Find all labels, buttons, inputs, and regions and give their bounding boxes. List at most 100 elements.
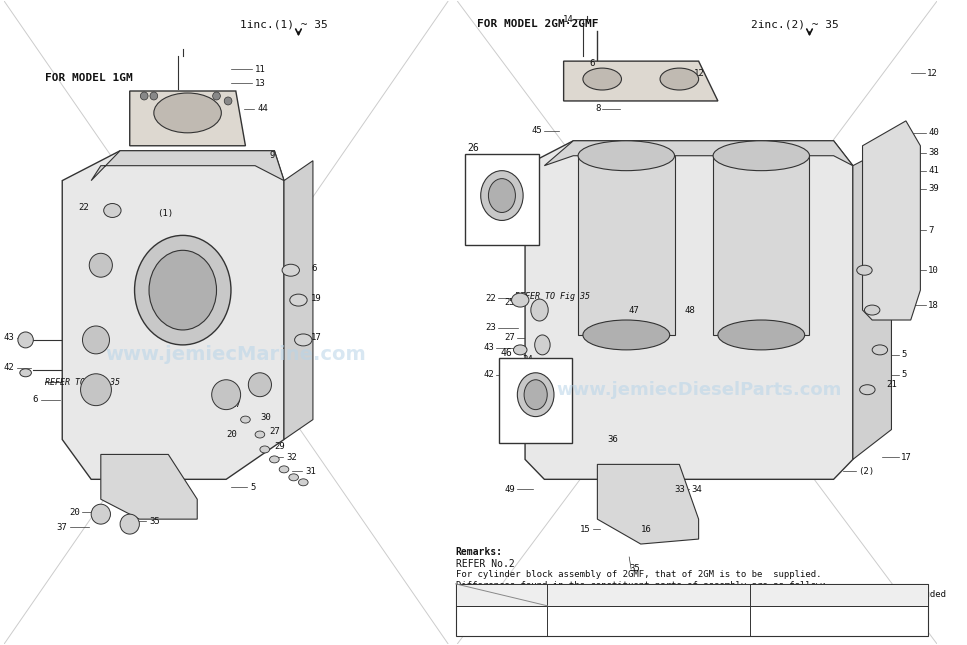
Text: FOR MODEL 1GM: FOR MODEL 1GM: [44, 73, 132, 83]
Text: 5: 5: [250, 483, 255, 491]
Text: 26, 46: 26, 46: [821, 616, 857, 626]
Polygon shape: [544, 141, 853, 166]
Ellipse shape: [295, 334, 312, 346]
Text: 20: 20: [69, 508, 79, 517]
Ellipse shape: [713, 141, 809, 171]
Text: 36: 36: [607, 435, 618, 444]
Ellipse shape: [290, 294, 308, 306]
Text: 47: 47: [629, 306, 639, 315]
Text: 39: 39: [928, 184, 939, 193]
Text: 15: 15: [580, 524, 591, 533]
Text: 44: 44: [257, 104, 268, 114]
Ellipse shape: [864, 305, 880, 315]
Text: 19: 19: [311, 293, 322, 303]
Text: 22: 22: [78, 203, 89, 212]
Text: 42: 42: [3, 363, 15, 372]
Circle shape: [17, 332, 33, 348]
Ellipse shape: [488, 179, 515, 212]
Text: 48: 48: [684, 306, 695, 315]
Circle shape: [213, 92, 220, 100]
Text: 13: 13: [255, 79, 266, 88]
Circle shape: [224, 97, 232, 105]
Ellipse shape: [583, 68, 622, 90]
Text: Parts unnecessary for 2GMF: Parts unnecessary for 2GMF: [578, 590, 718, 599]
Ellipse shape: [583, 320, 670, 350]
Circle shape: [91, 504, 110, 524]
Ellipse shape: [134, 235, 231, 345]
Text: 8: 8: [595, 104, 601, 114]
Text: 2inc.(2) ~ 35: 2inc.(2) ~ 35: [751, 19, 839, 29]
Text: 32: 32: [286, 453, 297, 462]
Circle shape: [508, 372, 523, 388]
Bar: [455, 584, 928, 635]
Text: 41: 41: [928, 166, 939, 175]
Ellipse shape: [149, 250, 217, 330]
Text: Reference No.: Reference No.: [466, 616, 537, 625]
Text: 35: 35: [149, 517, 160, 526]
Polygon shape: [863, 121, 921, 320]
Ellipse shape: [19, 369, 31, 377]
Polygon shape: [853, 146, 892, 459]
Ellipse shape: [282, 264, 300, 276]
Text: 24: 24: [522, 355, 533, 364]
Polygon shape: [91, 151, 284, 181]
Circle shape: [212, 380, 241, 410]
Text: 16: 16: [641, 524, 652, 533]
Ellipse shape: [718, 320, 805, 350]
Circle shape: [89, 253, 112, 277]
Text: 6: 6: [589, 59, 595, 68]
Text: 9: 9: [270, 151, 275, 160]
Text: (1): (1): [157, 209, 173, 218]
Text: 29: 29: [275, 442, 285, 451]
Text: 17: 17: [311, 333, 322, 342]
Text: 7: 7: [928, 226, 933, 235]
Circle shape: [140, 92, 148, 100]
Bar: [578, 155, 675, 335]
Text: 5: 5: [901, 370, 906, 379]
Text: 12: 12: [693, 68, 705, 77]
Text: Differences found in the constituent parts of assembly are as follow:: Differences found in the constituent par…: [455, 581, 827, 590]
Text: 12: 12: [927, 68, 938, 77]
Text: 17: 17: [231, 400, 242, 409]
Ellipse shape: [531, 299, 548, 321]
Polygon shape: [101, 455, 197, 519]
Ellipse shape: [660, 68, 698, 90]
Ellipse shape: [535, 335, 550, 355]
Text: www.jemiecDieselParts.com: www.jemiecDieselParts.com: [556, 381, 841, 399]
Text: (2): (2): [858, 467, 874, 476]
Bar: [455, 584, 928, 606]
Ellipse shape: [289, 474, 299, 481]
Text: 2GMF: 2GMF: [524, 432, 547, 442]
Text: 14: 14: [563, 15, 573, 24]
Text: 34: 34: [690, 485, 702, 494]
Bar: [713, 155, 809, 335]
Text: FOR MODEL 2GM·2GMF: FOR MODEL 2GM·2GMF: [477, 19, 599, 29]
Text: REFER TO Fig 35: REFER TO Fig 35: [44, 378, 120, 387]
Ellipse shape: [524, 380, 547, 410]
Text: 2GMF: 2GMF: [490, 235, 513, 245]
Text: 30: 30: [260, 413, 271, 422]
Ellipse shape: [270, 456, 279, 463]
Text: 23: 23: [485, 324, 496, 332]
Circle shape: [150, 92, 158, 100]
Text: Remarks:: Remarks:: [455, 547, 503, 557]
Ellipse shape: [255, 431, 265, 438]
Ellipse shape: [857, 265, 872, 275]
Polygon shape: [525, 141, 853, 479]
Text: REFER TO Fig 35: REFER TO Fig 35: [515, 292, 591, 301]
Text: 18: 18: [928, 301, 939, 310]
Text: 40: 40: [928, 128, 939, 137]
Text: 35: 35: [630, 564, 640, 573]
Text: 42: 42: [484, 370, 494, 379]
Text: Parts necessary for 2GM but not included: Parts necessary for 2GM but not included: [731, 590, 947, 599]
Polygon shape: [62, 151, 284, 479]
Text: 26: 26: [467, 143, 479, 153]
Ellipse shape: [481, 171, 523, 221]
Text: 22: 22: [485, 293, 496, 303]
Text: REFER No.2: REFER No.2: [455, 559, 514, 569]
FancyBboxPatch shape: [499, 358, 572, 444]
Text: 49: 49: [505, 485, 515, 494]
Circle shape: [249, 373, 272, 397]
Ellipse shape: [154, 93, 221, 133]
Text: 17: 17: [901, 453, 912, 462]
